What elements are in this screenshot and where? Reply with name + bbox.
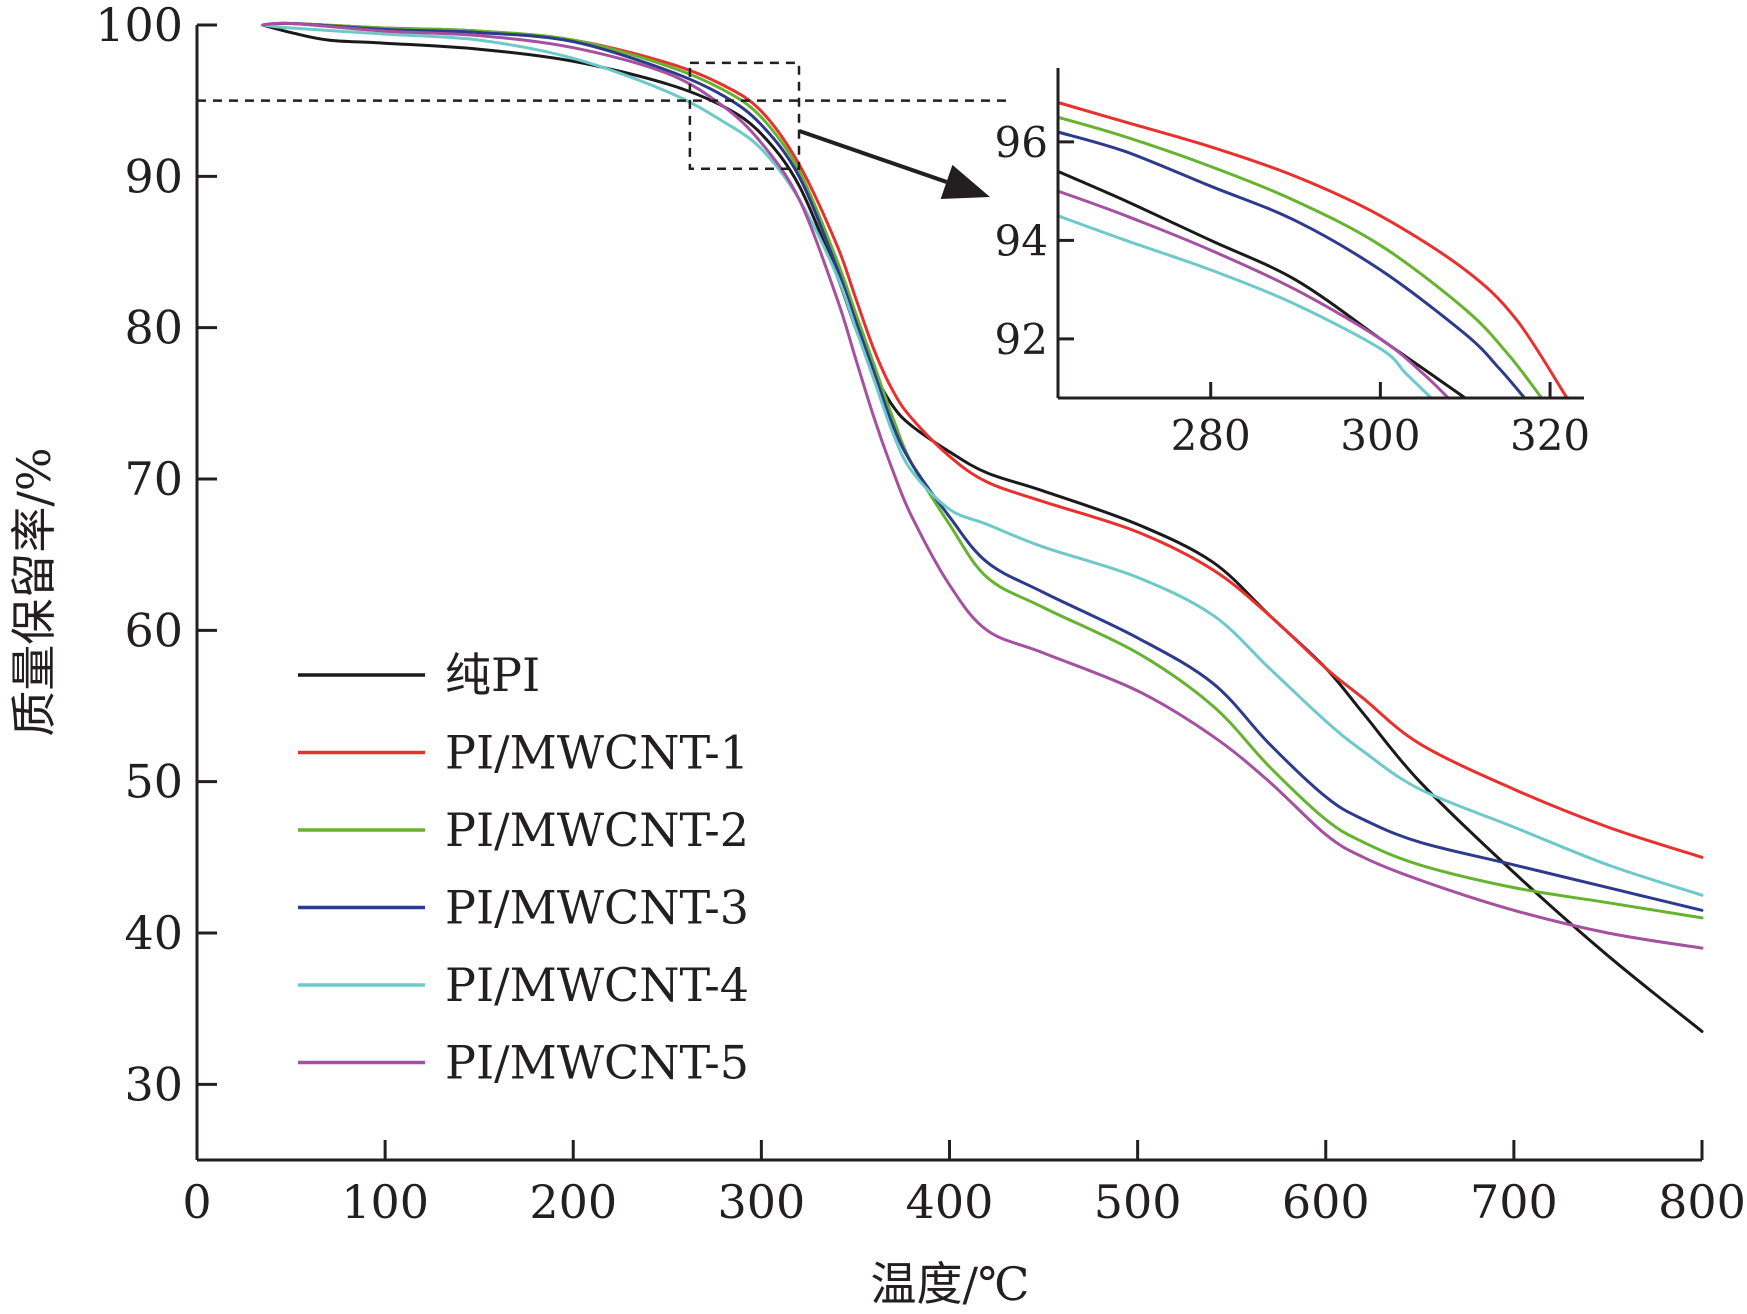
x-tick-label: 100 [341,1175,429,1229]
inset-series-group [1056,101,1569,400]
y-tick-label: 40 [124,906,183,960]
inset-y-ticks: 92 94 96 [995,118,1074,364]
y-tick-label: 100 [95,0,183,52]
inset-plot: 280 300 320 92 94 96 [995,68,1590,460]
inset-series-line-4 [1056,130,1527,400]
series-line-1 [261,23,1704,1033]
y-tick-label: 80 [124,301,183,355]
inset-series-line-3 [1056,115,1544,400]
inset-series-line-6 [1056,189,1450,400]
inset-x-tick-label: 280 [1171,411,1251,460]
main-x-ticks: 0 100 200 300 400 500 600 700 800 [182,1140,1746,1229]
legend-label-4: PI/MWCNT-3 [445,881,749,935]
x-tick-label: 700 [1470,1175,1558,1229]
y-tick-label: 70 [124,452,183,506]
legend-label-5: PI/MWCNT-4 [445,958,749,1012]
inset-x-ticks: 280 300 320 [1171,382,1590,460]
legend-label-2: PI/MWCNT-1 [445,726,749,780]
x-tick-label: 500 [1094,1175,1182,1229]
series-line-4 [261,21,1704,912]
y-axis-title: 质量保留率/% [7,447,61,736]
y-tick-label: 60 [124,603,183,657]
zoom-arrow [798,128,948,184]
legend: 纯PI PI/MWCNT-1 PI/MWCNT-2 PI/MWCNT-3 PI/MWCN… [298,648,749,1090]
x-tick-label: 300 [717,1175,805,1229]
x-tick-label: 600 [1282,1175,1370,1229]
inset-y-tick-label: 94 [995,216,1048,265]
y-tick-label: 50 [124,755,183,809]
inset-y-tick-label: 96 [995,118,1048,167]
inset-series-line-1 [1056,169,1467,400]
x-tick-label: 400 [906,1175,994,1229]
inset-x-tick-label: 300 [1340,411,1420,460]
inset-series-line-2 [1056,101,1569,400]
x-axis-title: 温度/℃ [871,1257,1030,1311]
main-plot: 0 100 200 300 400 500 600 700 800 30 40 50 60 70 80 90… [95,0,1746,1229]
main-y-ticks: 30 40 50 60 70 80 90 100 [95,0,217,1111]
inset-x-tick-label: 320 [1510,411,1590,460]
zoom-box [688,61,801,171]
zoom-arrow-head [940,164,990,199]
x-tick-label: 0 [182,1175,211,1229]
inset-y-tick-label: 92 [995,315,1048,364]
series-line-5 [261,23,1704,897]
legend-label-3: PI/MWCNT-2 [445,803,749,857]
main-series-group [261,21,1704,1033]
inset-series-line-5 [1056,214,1433,400]
legend-label-1: 纯PI [445,648,540,702]
x-tick-label: 200 [529,1175,617,1229]
series-line-6 [261,21,1704,950]
y-tick-label: 90 [124,149,183,203]
legend-label-6: PI/MWCNT-5 [445,1036,749,1090]
x-tick-label: 800 [1658,1175,1746,1229]
y-tick-label: 30 [124,1057,183,1111]
